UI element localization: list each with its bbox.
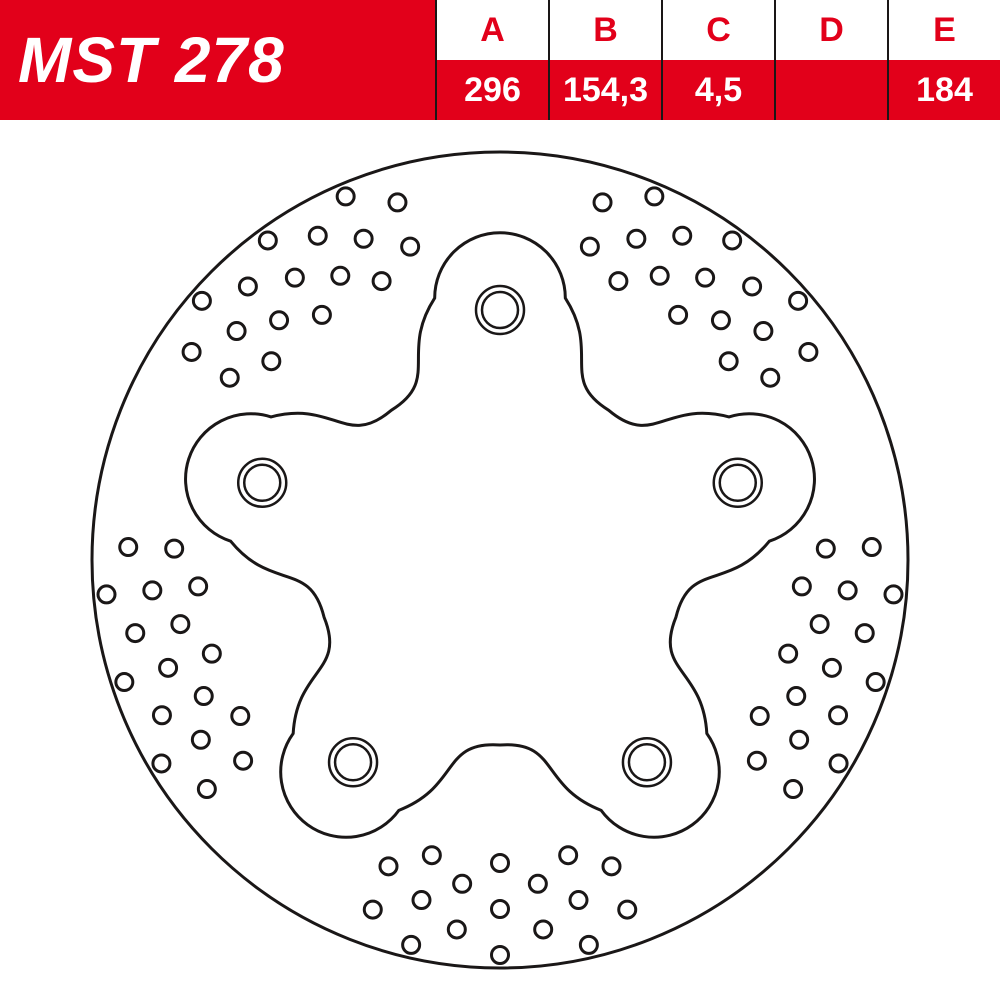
- spec-value-C: 4,5: [661, 60, 774, 120]
- spec-header-B: B: [548, 0, 661, 60]
- diagram-area: [0, 120, 1000, 1000]
- spec-header-A: A: [435, 0, 548, 60]
- spec-header-D: D: [774, 0, 887, 60]
- header-row: MST 278 A B C D E 296 154,3 4,5 184: [0, 0, 1000, 120]
- spec-header-C: C: [661, 0, 774, 60]
- spec-header-row: A B C D E: [435, 0, 1000, 60]
- spec-value-E: 184: [887, 60, 1000, 120]
- product-title-cell: MST 278: [0, 0, 435, 120]
- spec-table: A B C D E 296 154,3 4,5 184: [435, 0, 1000, 120]
- spec-value-A: 296: [435, 60, 548, 120]
- spec-header-E: E: [887, 0, 1000, 60]
- spec-value-row: 296 154,3 4,5 184: [435, 60, 1000, 120]
- spec-value-D: [774, 60, 887, 120]
- product-code: MST 278: [18, 23, 285, 97]
- spec-value-B: 154,3: [548, 60, 661, 120]
- brake-disc-diagram: [0, 120, 1000, 1000]
